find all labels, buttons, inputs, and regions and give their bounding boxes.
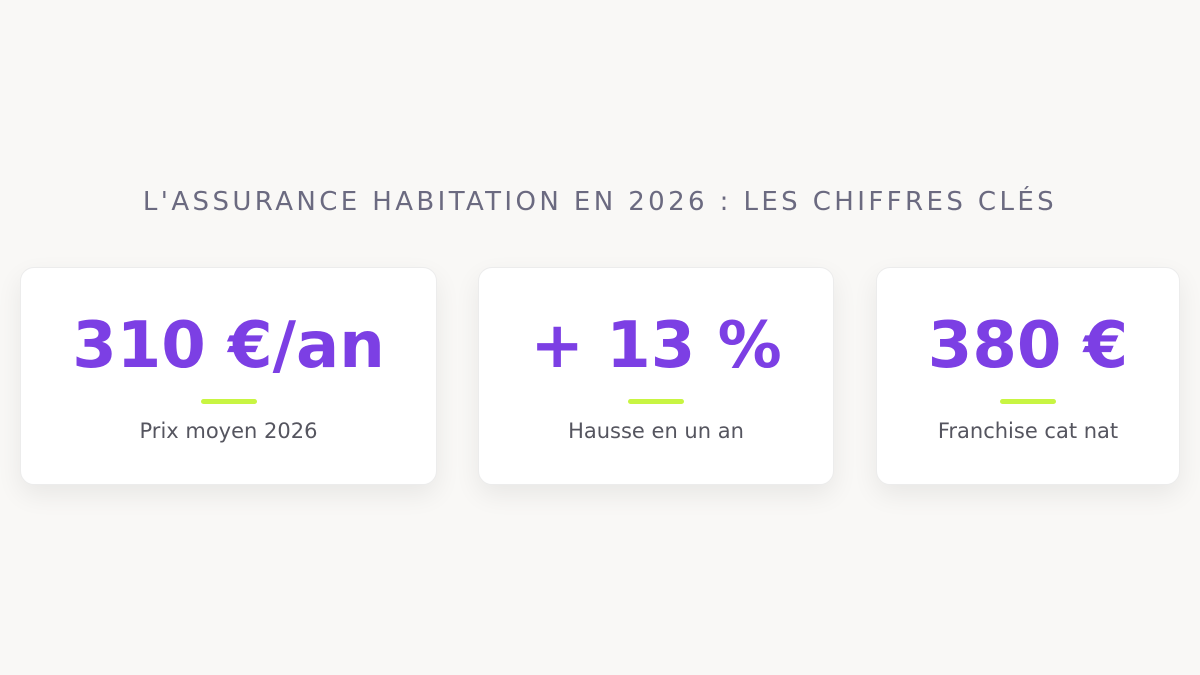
stat-card-average-price: 310 €/an Prix moyen 2026	[20, 267, 437, 485]
page-title: L'ASSURANCE HABITATION EN 2026 : LES CHI…	[142, 187, 1058, 217]
stat-card-deductible: 380 € Franchise cat nat	[876, 267, 1180, 485]
stat-value: 310 €/an	[72, 309, 385, 383]
stat-card-yearly-increase: + 13 % Hausse en un an	[478, 267, 834, 485]
stat-label: Franchise cat nat	[937, 419, 1119, 443]
stat-value: 380 €	[927, 309, 1129, 383]
stat-label: Hausse en un an	[568, 419, 744, 443]
stat-value: + 13 %	[530, 309, 782, 383]
accent-underline	[1000, 399, 1056, 404]
accent-underline	[628, 399, 684, 404]
accent-underline	[200, 399, 257, 404]
stat-label: Prix moyen 2026	[139, 419, 318, 443]
